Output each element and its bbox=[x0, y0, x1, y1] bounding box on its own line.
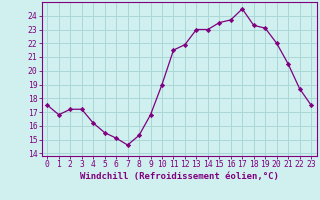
X-axis label: Windchill (Refroidissement éolien,°C): Windchill (Refroidissement éolien,°C) bbox=[80, 172, 279, 181]
